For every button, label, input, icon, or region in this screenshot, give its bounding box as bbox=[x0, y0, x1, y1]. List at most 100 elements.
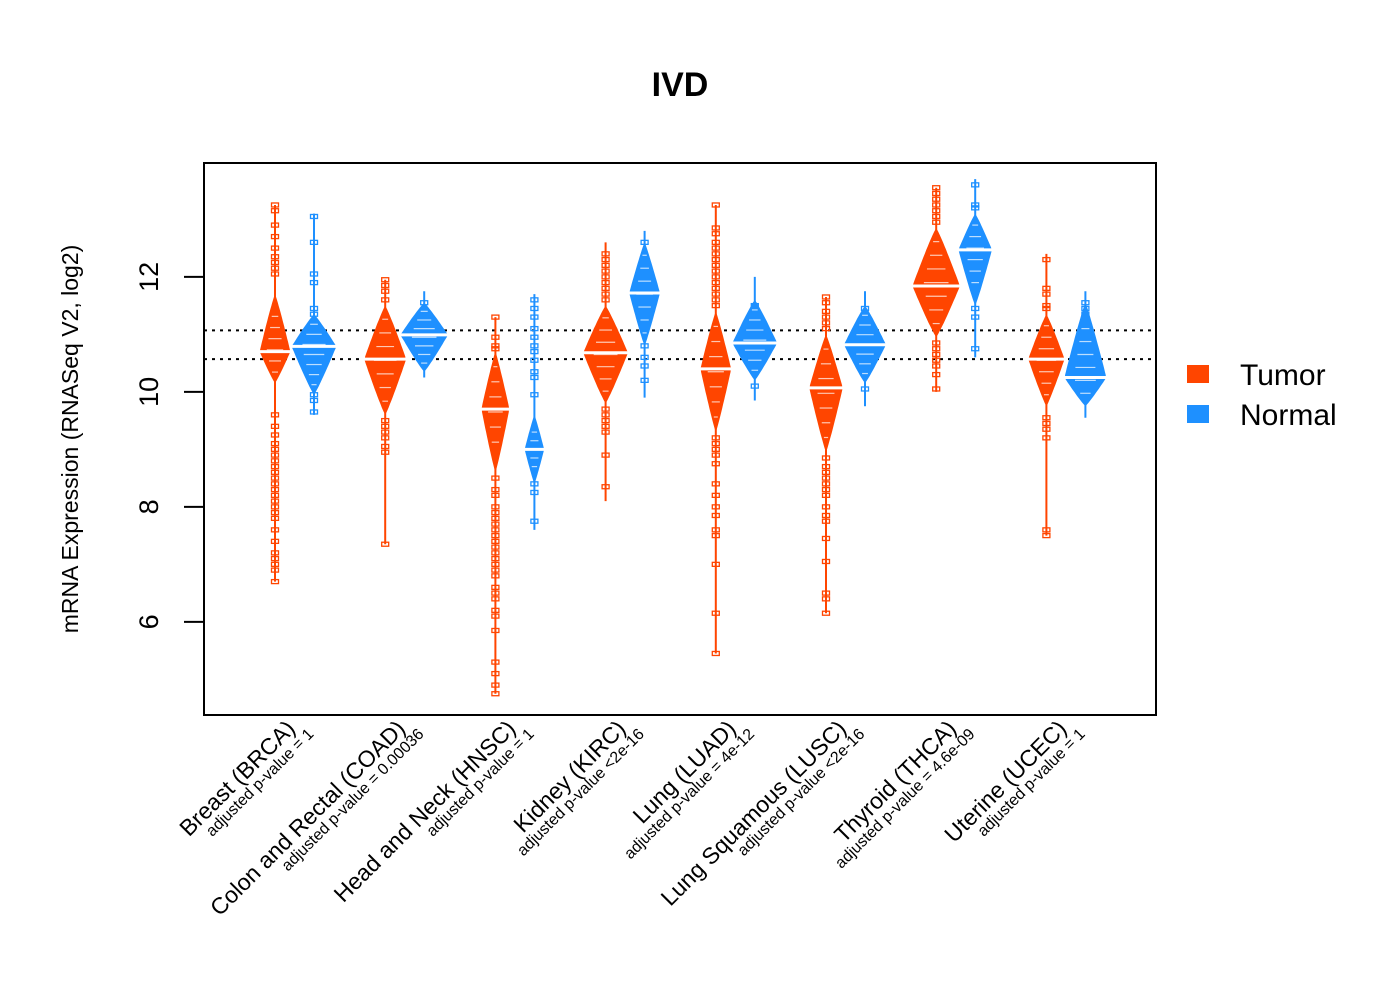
outlier-point bbox=[750, 302, 759, 309]
outlier-point bbox=[270, 432, 280, 438]
outlier-point bbox=[491, 504, 500, 510]
outlier-point bbox=[821, 469, 831, 476]
outlier-point bbox=[821, 590, 831, 596]
outlier-point bbox=[601, 279, 610, 286]
outlier-point bbox=[270, 202, 280, 208]
outlier-point bbox=[932, 219, 941, 225]
outlier-point bbox=[491, 475, 500, 481]
outlier-point bbox=[971, 202, 980, 208]
outlier-point bbox=[601, 251, 610, 257]
outlier-point bbox=[821, 535, 831, 542]
chart-title: IVD bbox=[652, 66, 709, 104]
outlier-point bbox=[1081, 300, 1090, 306]
violin-tumor-0 bbox=[257, 202, 293, 585]
outlier-point bbox=[860, 386, 870, 392]
violin-normal-0 bbox=[289, 213, 339, 415]
outlier-point bbox=[932, 351, 941, 358]
outlier-point bbox=[1042, 415, 1051, 421]
outlier-point bbox=[491, 515, 500, 521]
outlier-point bbox=[270, 486, 280, 493]
outlier-point bbox=[711, 512, 720, 519]
outlier-point bbox=[821, 596, 831, 602]
violin-normal-1 bbox=[398, 291, 450, 378]
outlier-point bbox=[932, 363, 941, 369]
outlier-point bbox=[530, 314, 539, 320]
violin-tumor-2 bbox=[479, 314, 512, 697]
outlier-point bbox=[711, 532, 720, 539]
outlier-point bbox=[270, 245, 280, 251]
outlier-point bbox=[711, 302, 720, 309]
outlier-point bbox=[711, 492, 720, 499]
outlier-point bbox=[640, 343, 649, 349]
outlier-point bbox=[309, 305, 319, 312]
outlier-point bbox=[381, 277, 390, 283]
outlier-point bbox=[711, 225, 720, 231]
outlier-point bbox=[821, 325, 831, 332]
outlier-point bbox=[381, 297, 390, 303]
outlier-point bbox=[640, 377, 649, 384]
outlier-point bbox=[711, 504, 720, 510]
outlier-point bbox=[270, 492, 280, 499]
outlier-point bbox=[270, 469, 280, 476]
outlier-point bbox=[530, 369, 539, 375]
outlier-point bbox=[601, 262, 610, 269]
legend-label-tumor: Tumor bbox=[1240, 359, 1326, 392]
outlier-point bbox=[309, 392, 319, 398]
outlier-point bbox=[821, 475, 831, 481]
x-category-label: Breast (BRCA) bbox=[174, 715, 300, 841]
legend-swatch-tumor bbox=[1187, 365, 1209, 383]
outlier-point bbox=[711, 650, 720, 657]
outlier-point bbox=[530, 489, 539, 496]
outlier-point bbox=[601, 423, 610, 430]
outlier-point bbox=[640, 239, 649, 246]
outlier-point bbox=[420, 300, 429, 306]
outlier-point bbox=[601, 274, 610, 280]
outlier-point bbox=[530, 334, 539, 340]
y-axis-label: mRNA Expression (RNASeq V2, log2) bbox=[57, 245, 83, 634]
outlier-point bbox=[971, 182, 980, 188]
outlier-point bbox=[821, 486, 831, 493]
legend-label-normal: Normal bbox=[1240, 399, 1337, 432]
violin-tumor-1 bbox=[362, 277, 409, 547]
legend-swatch-normal bbox=[1187, 405, 1209, 423]
violin-tumor-6 bbox=[910, 185, 962, 392]
outlier-point bbox=[971, 205, 980, 211]
outlier-point bbox=[1042, 532, 1051, 539]
outlier-point bbox=[932, 208, 941, 214]
outlier-point bbox=[601, 297, 610, 303]
outlier-point bbox=[270, 440, 280, 447]
outlier-point bbox=[711, 481, 720, 487]
outlier-point bbox=[601, 412, 610, 418]
outlier-point bbox=[491, 492, 500, 499]
y-tick-label: 6 bbox=[134, 614, 164, 629]
outlier-point bbox=[491, 509, 500, 516]
outlier-point bbox=[601, 268, 610, 274]
outlier-point bbox=[711, 251, 720, 257]
outlier-point bbox=[270, 412, 280, 418]
outlier-point bbox=[491, 691, 500, 697]
outlier-point bbox=[530, 297, 539, 303]
outlier-point bbox=[711, 291, 720, 297]
outlier-point bbox=[711, 245, 720, 251]
outlier-point bbox=[270, 222, 280, 228]
outlier-point bbox=[711, 297, 720, 303]
outlier-point bbox=[491, 670, 500, 677]
outlier-point bbox=[601, 452, 610, 458]
outlier-point bbox=[491, 659, 500, 665]
outlier-point bbox=[270, 538, 280, 544]
outlier-point bbox=[711, 239, 720, 246]
outlier-point bbox=[270, 561, 280, 567]
outlier-point bbox=[821, 610, 831, 616]
plot-frame bbox=[203, 162, 1157, 716]
outlier-point bbox=[711, 268, 720, 274]
outlier-point bbox=[821, 512, 831, 519]
violin-tumor-4 bbox=[698, 202, 734, 657]
outlier-point bbox=[601, 406, 610, 412]
outlier-point bbox=[601, 417, 610, 424]
outlier-point bbox=[601, 429, 610, 435]
outlier-point bbox=[932, 185, 941, 191]
outlier-point bbox=[711, 561, 720, 567]
outlier-point bbox=[1042, 527, 1051, 533]
outlier-point bbox=[971, 305, 980, 312]
